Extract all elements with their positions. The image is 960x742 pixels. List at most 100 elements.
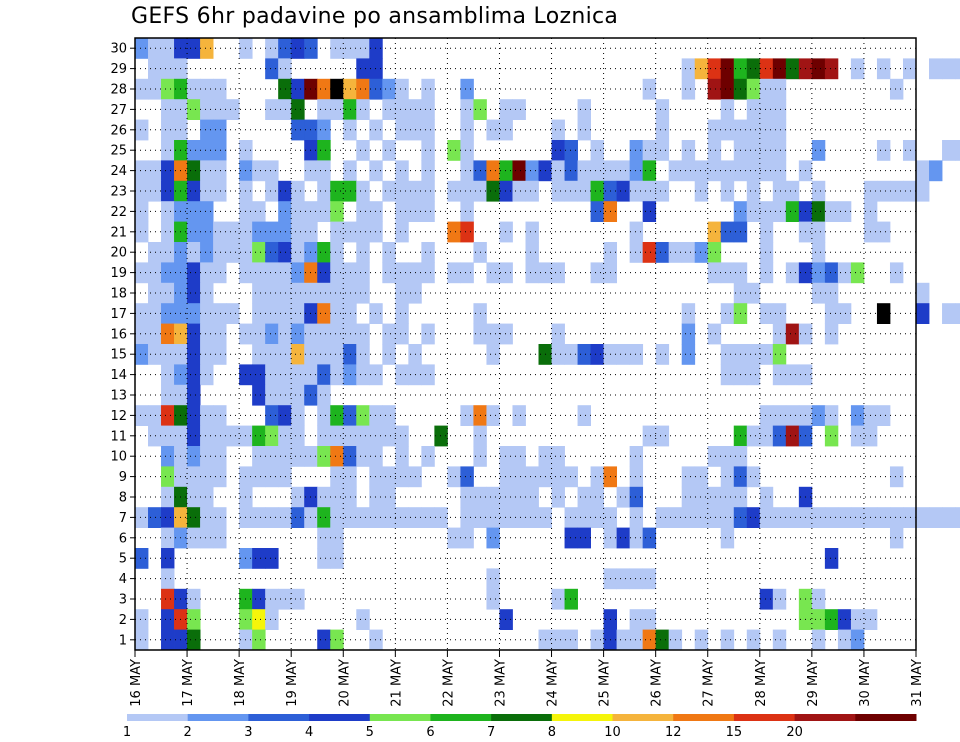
- y-tick-label: 20: [110, 246, 127, 261]
- heat-cell: [291, 446, 305, 467]
- heat-cell: [759, 140, 774, 161]
- heat-cell: [694, 242, 709, 263]
- heat-cell: [902, 140, 917, 161]
- heat-cell: [499, 466, 513, 488]
- heat-cell: [720, 160, 735, 182]
- heat-cell: [213, 344, 227, 365]
- heat-cell: [889, 507, 904, 528]
- heat-cell: [226, 242, 240, 263]
- heat-cell: [590, 262, 604, 284]
- heat-cell: [330, 38, 344, 59]
- heat-cell: [265, 364, 279, 386]
- heat-cell: [512, 99, 526, 120]
- heat-cell: [135, 507, 149, 528]
- heat-cell: [929, 507, 943, 528]
- heat-cell: [460, 180, 474, 202]
- y-tick-label: 17: [110, 307, 127, 322]
- heat-cell: [837, 629, 852, 651]
- heat-cell: [720, 466, 735, 488]
- heat-cell: [343, 344, 357, 365]
- heat-cell: [187, 466, 201, 488]
- heat-cell: [694, 466, 709, 488]
- heat-cell: [720, 58, 735, 80]
- heat-cell: [395, 119, 409, 141]
- heat-cell: [720, 119, 735, 141]
- heat-cell: [499, 99, 513, 120]
- heat-cell: [200, 262, 214, 284]
- heat-cell: [811, 262, 826, 284]
- heat-cell: [486, 160, 500, 182]
- heat-cell: [460, 201, 474, 222]
- heat-cell: [200, 160, 214, 182]
- heat-cell: [291, 507, 305, 528]
- heat-cell: [161, 323, 175, 345]
- heat-cell: [135, 38, 149, 59]
- heat-cell: [161, 160, 175, 182]
- heat-cell: [616, 527, 631, 549]
- heat-cell: [330, 507, 344, 528]
- heat-cell: [811, 221, 826, 243]
- heat-cell: [876, 507, 891, 528]
- y-tick-label: 5: [119, 552, 127, 567]
- heat-cell: [759, 262, 774, 284]
- heat-cell: [694, 160, 709, 182]
- heat-cell: [382, 78, 396, 100]
- heat-cell: [824, 425, 839, 447]
- heat-cell: [343, 323, 357, 345]
- heat-cell: [590, 180, 604, 202]
- heat-cell: [213, 466, 227, 488]
- heat-cell: [317, 99, 331, 120]
- heat-cell: [317, 160, 331, 182]
- legend-swatch: [673, 714, 735, 721]
- heat-cell: [837, 609, 852, 630]
- heat-cell: [616, 160, 631, 182]
- heat-cell: [655, 119, 670, 141]
- legend-swatch: [248, 714, 310, 721]
- heat-cell: [421, 140, 435, 161]
- heat-cell: [655, 99, 670, 120]
- heat-cell: [460, 405, 474, 426]
- heat-cell: [564, 629, 578, 651]
- heat-cell: [876, 180, 891, 202]
- heat-cell: [655, 140, 670, 161]
- heat-cell: [486, 486, 500, 508]
- heat-cell: [512, 486, 526, 508]
- heat-cell: [564, 160, 578, 182]
- heat-cell: [278, 201, 292, 222]
- heat-cell: [811, 140, 826, 161]
- heat-cell: [187, 629, 201, 651]
- heat-cell: [746, 364, 761, 386]
- heat-cell: [356, 242, 370, 263]
- heat-cell: [356, 180, 370, 202]
- heat-cell: [161, 364, 175, 386]
- heat-cell: [746, 58, 761, 80]
- heat-cell: [187, 38, 201, 59]
- heat-cell: [460, 466, 474, 488]
- heat-cell: [161, 609, 175, 630]
- heat-cell: [590, 201, 604, 222]
- heat-cell: [135, 303, 149, 324]
- heat-cell: [330, 364, 344, 386]
- heat-cell: [785, 425, 800, 447]
- heat-cell: [265, 180, 279, 202]
- heat-cell: [278, 99, 292, 120]
- heat-cell: [824, 548, 839, 569]
- heat-cell: [551, 629, 565, 651]
- heat-cell: [707, 58, 722, 80]
- heat-cell: [759, 405, 774, 426]
- heat-cell: [382, 140, 396, 161]
- heat-cell: [317, 446, 331, 467]
- heat-cell: [161, 303, 175, 324]
- heat-cell: [642, 568, 657, 590]
- heat-cell: [772, 303, 787, 324]
- heat-cell: [330, 425, 344, 447]
- heat-cell: [551, 466, 565, 488]
- heat-cell: [278, 303, 292, 324]
- legend-swatch: [794, 714, 856, 721]
- heat-cell: [278, 344, 292, 365]
- heat-cell: [759, 425, 774, 447]
- heat-cell: [421, 180, 435, 202]
- heat-cell: [460, 140, 474, 161]
- y-tick-label: 28: [110, 83, 127, 98]
- heat-cell: [486, 323, 500, 345]
